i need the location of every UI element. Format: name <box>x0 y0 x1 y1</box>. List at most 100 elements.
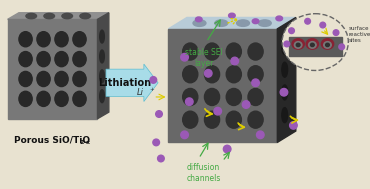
Ellipse shape <box>236 20 249 26</box>
Text: surface
reactive
sites: surface reactive sites <box>348 26 370 43</box>
Text: +: + <box>149 87 154 92</box>
Ellipse shape <box>80 13 91 19</box>
Ellipse shape <box>229 13 235 18</box>
Ellipse shape <box>324 42 331 48</box>
Ellipse shape <box>310 43 314 46</box>
Ellipse shape <box>248 66 263 83</box>
Ellipse shape <box>214 107 222 115</box>
Ellipse shape <box>282 40 287 54</box>
Ellipse shape <box>296 43 300 46</box>
Ellipse shape <box>44 13 54 19</box>
Polygon shape <box>168 17 296 29</box>
Ellipse shape <box>205 111 219 128</box>
Ellipse shape <box>19 91 32 106</box>
Ellipse shape <box>326 43 329 46</box>
Ellipse shape <box>282 62 287 77</box>
Ellipse shape <box>183 88 198 105</box>
FancyArrow shape <box>106 64 158 101</box>
Ellipse shape <box>223 145 231 153</box>
Ellipse shape <box>37 71 50 87</box>
Ellipse shape <box>55 52 68 67</box>
Ellipse shape <box>248 111 263 128</box>
Ellipse shape <box>183 66 198 83</box>
Ellipse shape <box>231 57 239 65</box>
Ellipse shape <box>295 42 302 48</box>
Ellipse shape <box>289 28 295 34</box>
Ellipse shape <box>284 41 290 47</box>
Ellipse shape <box>193 20 206 26</box>
Ellipse shape <box>183 43 198 60</box>
Ellipse shape <box>26 13 37 19</box>
Ellipse shape <box>181 131 188 139</box>
Ellipse shape <box>19 71 32 87</box>
Ellipse shape <box>226 88 241 105</box>
Bar <box>7 19 97 119</box>
Ellipse shape <box>248 88 263 105</box>
Polygon shape <box>7 13 109 19</box>
Ellipse shape <box>73 91 86 106</box>
Ellipse shape <box>37 52 50 67</box>
Ellipse shape <box>305 18 310 24</box>
Ellipse shape <box>215 20 228 26</box>
Ellipse shape <box>258 20 271 26</box>
Ellipse shape <box>55 91 68 106</box>
Ellipse shape <box>333 30 339 36</box>
Ellipse shape <box>205 66 219 83</box>
Ellipse shape <box>226 43 241 60</box>
Ellipse shape <box>205 88 219 105</box>
Ellipse shape <box>185 98 193 105</box>
Polygon shape <box>97 13 109 119</box>
Ellipse shape <box>153 139 159 146</box>
Ellipse shape <box>248 43 263 60</box>
Ellipse shape <box>37 91 50 106</box>
Ellipse shape <box>195 17 202 22</box>
Text: Porous SiO/TiO: Porous SiO/TiO <box>14 136 91 145</box>
Ellipse shape <box>158 155 164 162</box>
Ellipse shape <box>280 88 288 96</box>
Ellipse shape <box>37 32 50 47</box>
Ellipse shape <box>100 70 104 83</box>
Polygon shape <box>278 17 296 142</box>
Ellipse shape <box>320 22 326 28</box>
Ellipse shape <box>309 42 316 48</box>
Ellipse shape <box>292 39 304 49</box>
Ellipse shape <box>181 53 188 61</box>
Ellipse shape <box>226 66 241 83</box>
Ellipse shape <box>62 13 73 19</box>
Ellipse shape <box>252 19 259 24</box>
Text: stable SEI
layer: stable SEI layer <box>185 48 222 68</box>
Ellipse shape <box>100 30 104 43</box>
Ellipse shape <box>252 79 259 87</box>
Ellipse shape <box>226 111 241 128</box>
Ellipse shape <box>150 77 157 83</box>
Text: 2-x: 2-x <box>79 139 90 145</box>
Bar <box>168 29 278 142</box>
Ellipse shape <box>73 71 86 87</box>
Ellipse shape <box>290 122 297 129</box>
Ellipse shape <box>322 39 334 49</box>
Ellipse shape <box>73 52 86 67</box>
Ellipse shape <box>100 90 104 103</box>
Ellipse shape <box>339 44 344 50</box>
Ellipse shape <box>282 85 287 100</box>
Ellipse shape <box>306 39 319 49</box>
Ellipse shape <box>183 111 198 128</box>
Text: Li: Li <box>137 88 144 97</box>
Ellipse shape <box>205 43 219 60</box>
Bar <box>289 37 342 56</box>
Ellipse shape <box>282 14 348 70</box>
Ellipse shape <box>256 131 264 139</box>
Ellipse shape <box>242 101 250 108</box>
Ellipse shape <box>73 32 86 47</box>
Ellipse shape <box>55 71 68 87</box>
Ellipse shape <box>156 111 162 117</box>
Ellipse shape <box>100 50 104 63</box>
Ellipse shape <box>282 108 287 123</box>
Ellipse shape <box>276 16 283 21</box>
Ellipse shape <box>19 32 32 47</box>
Text: diffusion
channels: diffusion channels <box>186 163 221 183</box>
Ellipse shape <box>19 52 32 67</box>
Ellipse shape <box>55 32 68 47</box>
Text: Lithiation: Lithiation <box>98 78 151 88</box>
Ellipse shape <box>205 70 212 77</box>
